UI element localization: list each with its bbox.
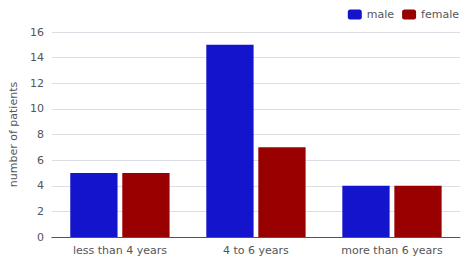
svg-text:16: 16 xyxy=(30,26,44,39)
svg-text:6: 6 xyxy=(37,154,44,167)
svg-text:less than 4 years: less than 4 years xyxy=(73,244,167,257)
svg-text:male: male xyxy=(367,8,395,21)
svg-text:more than 6 years: more than 6 years xyxy=(341,244,443,257)
svg-text:4: 4 xyxy=(37,179,44,192)
svg-text:female: female xyxy=(421,8,459,21)
svg-text:8: 8 xyxy=(37,128,44,141)
svg-text:10: 10 xyxy=(30,102,44,115)
svg-text:0: 0 xyxy=(37,231,44,244)
svg-text:12: 12 xyxy=(30,77,44,90)
svg-text:number of patients: number of patients xyxy=(7,82,20,188)
svg-text:4 to 6 years: 4 to 6 years xyxy=(223,244,289,257)
svg-text:2: 2 xyxy=(37,205,44,218)
svg-text:14: 14 xyxy=(30,51,44,64)
